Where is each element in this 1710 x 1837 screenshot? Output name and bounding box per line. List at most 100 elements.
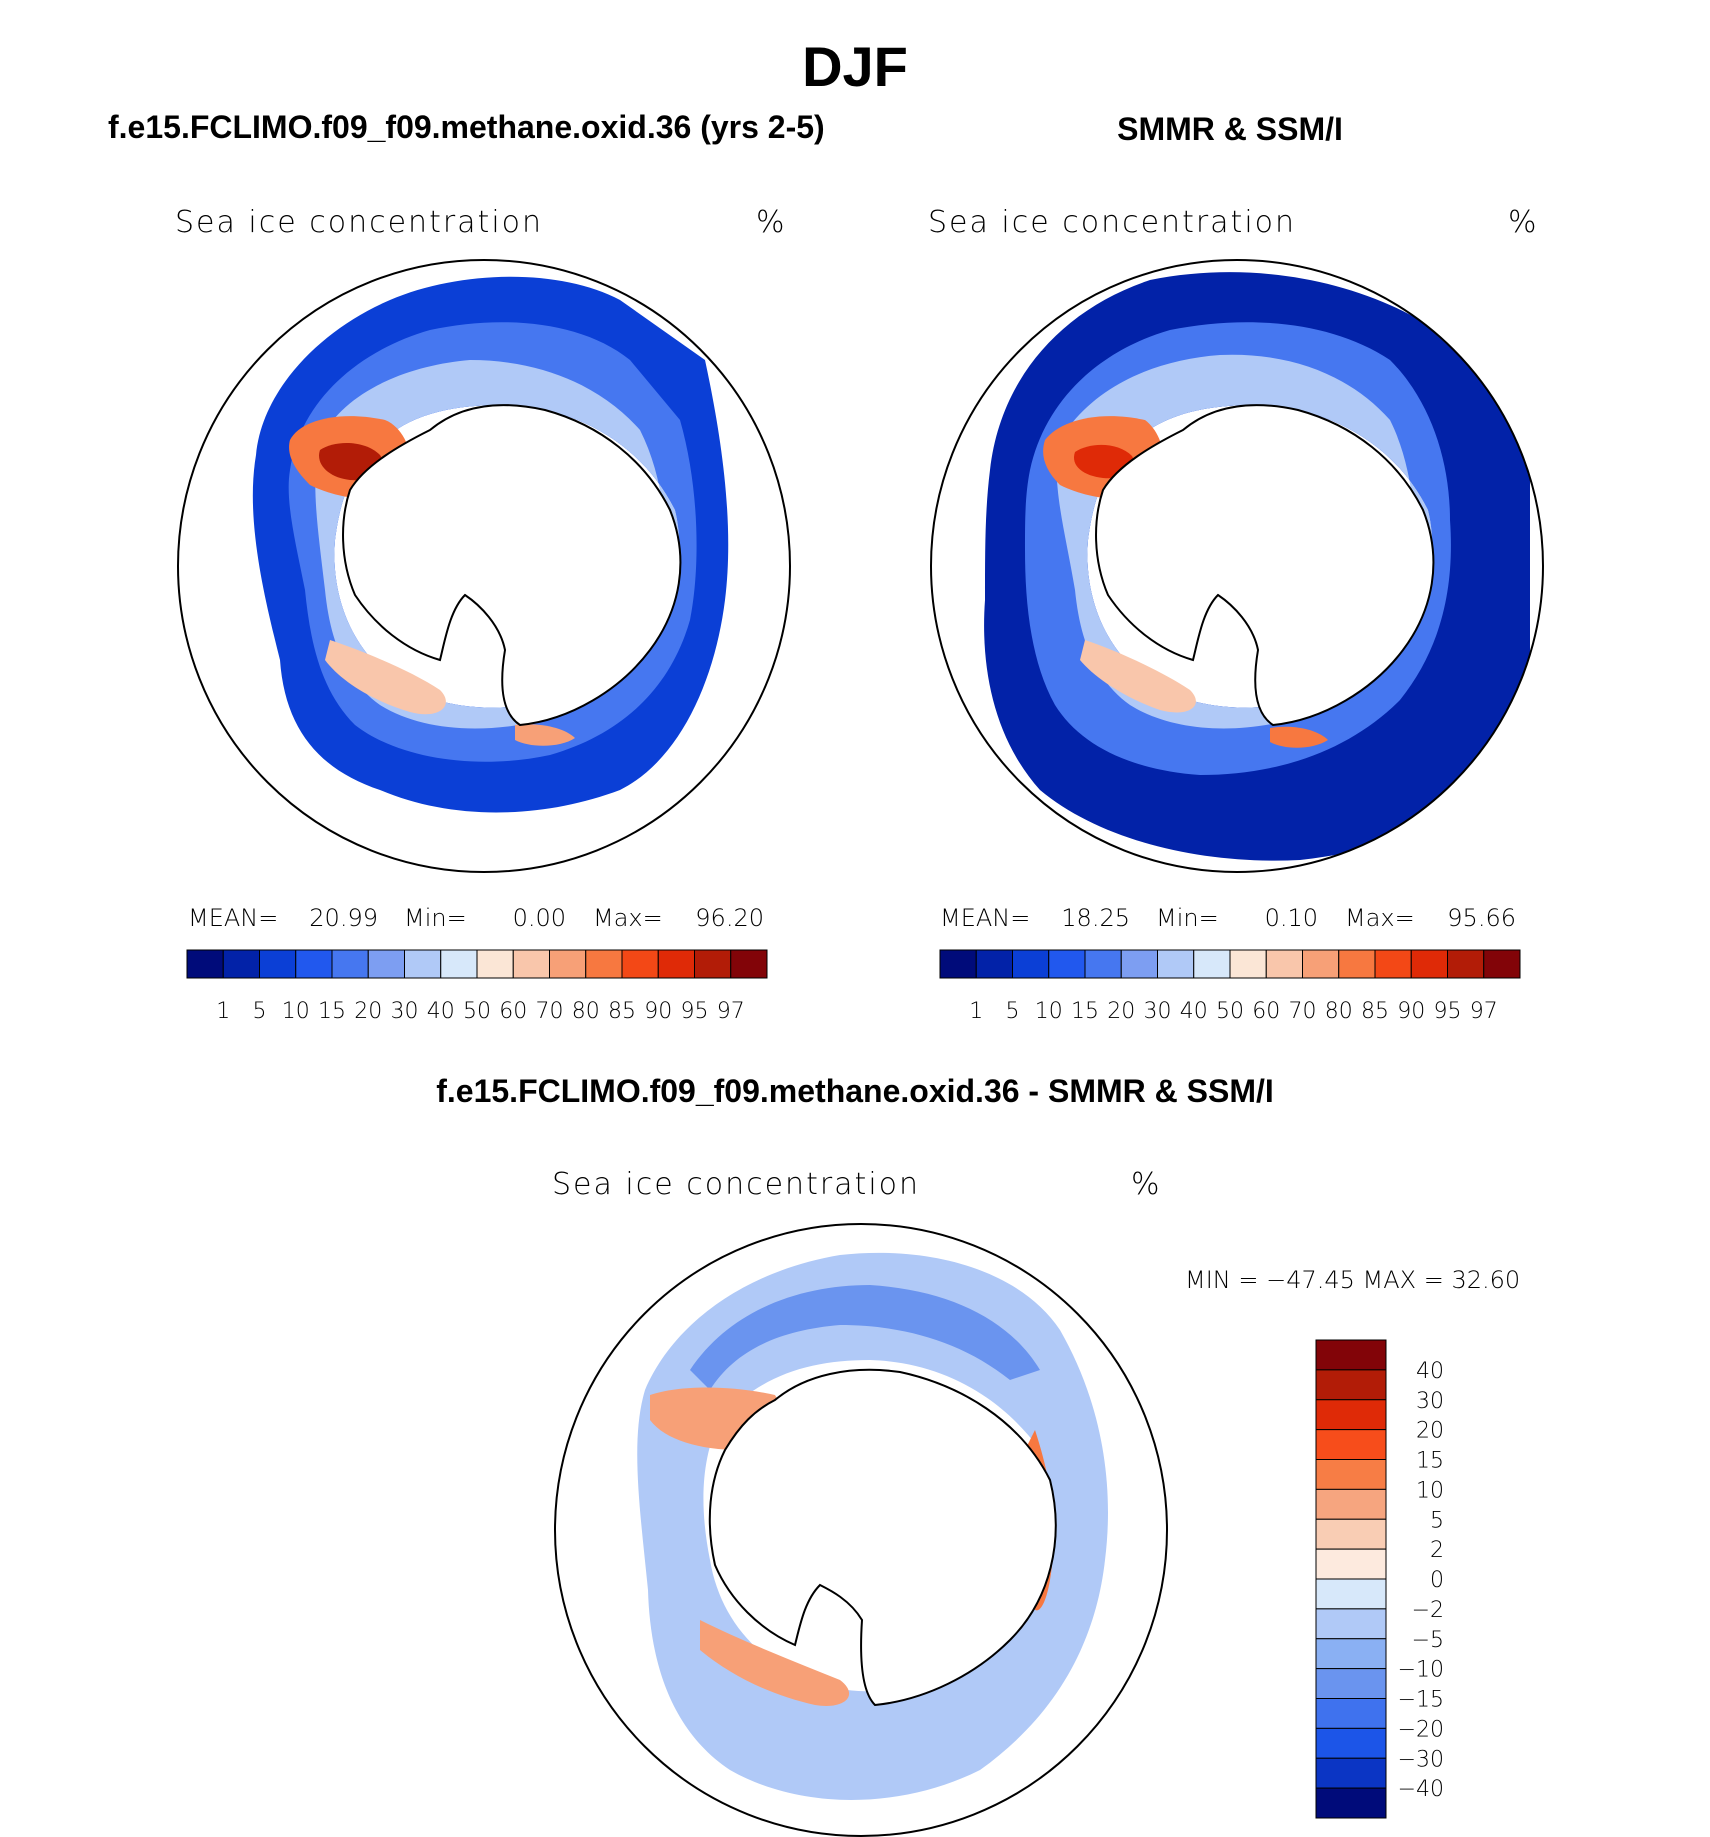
model-stats: MEAN= 20.99 Min= 0.00 Max= 96.20 bbox=[188, 904, 764, 932]
model-colorbar-swatch bbox=[440, 949, 478, 979]
model-mean-label: MEAN= bbox=[188, 904, 278, 932]
obs-colorbar-swatch bbox=[1302, 949, 1340, 979]
model-ross-high bbox=[325, 640, 446, 715]
diff-colorbar-swatch bbox=[1315, 1369, 1387, 1401]
model-colorbar-tick-label: 85 bbox=[608, 999, 636, 1024]
diff-colorbar-swatch bbox=[1315, 1668, 1387, 1699]
obs-colorbar-swatch bbox=[1338, 949, 1376, 979]
obs-colorbar-tick-label: 70 bbox=[1289, 999, 1317, 1024]
model-mean-value: 20.99 bbox=[309, 904, 378, 932]
model-colorbar-swatch bbox=[730, 949, 768, 979]
panel-diff-header: f.e15.FCLIMO.f09_f09.methane.oxid.36 - S… bbox=[436, 1073, 1274, 1109]
panel-model-units: % bbox=[756, 205, 785, 240]
diff-colorbar-tick-label: 5 bbox=[1430, 1508, 1444, 1533]
diff-colorbar-swatch bbox=[1315, 1518, 1387, 1550]
model-colorbar-swatch bbox=[512, 949, 550, 979]
obs-colorbar-swatch bbox=[1157, 949, 1195, 979]
diff-colorbar-tick-label: 20 bbox=[1416, 1419, 1444, 1444]
model-map bbox=[177, 259, 791, 873]
model-colorbar: 1 5 10 15 20 30 40 50 60 70 80 85 90 95 97 bbox=[186, 949, 768, 1024]
diff-colorbar-swatch bbox=[1315, 1608, 1387, 1640]
panel-obs-header: SMMR & SSM/I bbox=[1117, 111, 1343, 147]
model-antarctica bbox=[342, 404, 682, 727]
obs-map-border bbox=[930, 259, 1544, 873]
panel-obs-units: % bbox=[1508, 205, 1537, 240]
diff-colorbar-tick-label: 2 bbox=[1430, 1538, 1444, 1563]
model-colorbar-tick-label: 15 bbox=[318, 999, 346, 1024]
obs-colorbar: 1 5 10 15 20 30 40 50 60 70 80 85 90 95 97 bbox=[939, 949, 1521, 1024]
obs-colorbar-tick-label: 5 bbox=[1006, 999, 1020, 1024]
model-colorbar-swatch bbox=[295, 949, 333, 979]
obs-ross-high bbox=[1080, 640, 1196, 713]
obs-colorbar-swatch bbox=[1012, 949, 1050, 979]
model-colorbar-swatch bbox=[585, 949, 623, 979]
obs-colorbar-tick-label: 20 bbox=[1107, 999, 1135, 1024]
diff-colorbar-swatch bbox=[1315, 1757, 1387, 1789]
panel-diff-stats: MIN = −47.45 MAX = 32.60 bbox=[1185, 1266, 1520, 1294]
panel-obs-subtitle: Sea ice concentration bbox=[928, 205, 1296, 240]
diff-colorbar-swatch bbox=[1315, 1339, 1387, 1371]
obs-colorbar-tick-label: 40 bbox=[1180, 999, 1208, 1024]
obs-colorbar-swatch bbox=[1229, 949, 1267, 979]
diff-map bbox=[554, 1223, 1168, 1837]
obs-colorbar-tick-label: 1 bbox=[969, 999, 983, 1024]
obs-colorbar-swatch bbox=[1410, 949, 1448, 979]
model-colorbar-tick-label: 30 bbox=[391, 999, 419, 1024]
panel-model: f.e15.FCLIMO.f09_f09.methane.oxid.36 (yr… bbox=[108, 109, 825, 1024]
model-colorbar-tick-label: 90 bbox=[644, 999, 672, 1024]
diff-map-border bbox=[554, 1223, 1168, 1837]
panel-obs: SMMR & SSM/I Sea ice concentration % MEA… bbox=[928, 111, 1544, 1024]
obs-colorbar-tick-label: 30 bbox=[1144, 999, 1172, 1024]
obs-colorbar-swatch bbox=[1084, 949, 1122, 979]
obs-colorbar-tick-label: 85 bbox=[1361, 999, 1389, 1024]
model-colorbar-tick-label: 1 bbox=[216, 999, 230, 1024]
obs-colorbar-swatch bbox=[1374, 949, 1412, 979]
diff-colorbar-swatch bbox=[1315, 1548, 1387, 1580]
model-colorbar-swatch bbox=[259, 949, 297, 979]
obs-mean-value: 18.25 bbox=[1061, 904, 1130, 932]
diff-colorbar-swatch bbox=[1315, 1399, 1387, 1431]
panel-diff: f.e15.FCLIMO.f09_f09.methane.oxid.36 - S… bbox=[436, 1073, 1520, 1837]
diff-colorbar-swatch bbox=[1315, 1787, 1387, 1819]
main-title: DJF bbox=[802, 35, 908, 98]
model-colorbar-tick-label: 50 bbox=[463, 999, 491, 1024]
diff-colorbar-tick-label: −2 bbox=[1412, 1598, 1444, 1623]
diff-colorbar-tick-label: 30 bbox=[1416, 1389, 1444, 1414]
model-colorbar-tick-label: 95 bbox=[681, 999, 709, 1024]
model-colorbar-swatch bbox=[367, 949, 405, 979]
obs-colorbar-swatch bbox=[1193, 949, 1231, 979]
obs-colorbar-swatch bbox=[1120, 949, 1158, 979]
model-colorbar-tick-label: 97 bbox=[717, 999, 745, 1024]
diff-antarctica bbox=[708, 1368, 1057, 1707]
model-colorbar-swatch bbox=[621, 949, 659, 979]
obs-min-label: Min= bbox=[1156, 904, 1219, 932]
obs-colorbar-tick-label: 95 bbox=[1434, 999, 1462, 1024]
model-colorbar-swatch bbox=[404, 949, 442, 979]
obs-colorbar-tick-label: 60 bbox=[1252, 999, 1280, 1024]
obs-max-value: 95.66 bbox=[1447, 904, 1516, 932]
model-colorbar-swatch bbox=[331, 949, 369, 979]
obs-max-label: Max= bbox=[1345, 904, 1415, 932]
obs-colorbar-tick-label: 90 bbox=[1397, 999, 1425, 1024]
model-max-label: Max= bbox=[593, 904, 663, 932]
diff-colorbar-tick-label: 10 bbox=[1416, 1478, 1444, 1503]
model-colorbar-swatch bbox=[694, 949, 732, 979]
model-amundsen-high bbox=[515, 724, 575, 746]
model-colorbar-tick-label: 80 bbox=[572, 999, 600, 1024]
model-map-border bbox=[177, 259, 791, 873]
diff-colorbar-tick-label: 15 bbox=[1416, 1449, 1444, 1474]
obs-colorbar-swatch bbox=[975, 949, 1013, 979]
obs-antarctica bbox=[1095, 404, 1435, 727]
obs-map bbox=[930, 259, 1544, 873]
diff-colorbar-swatch bbox=[1315, 1698, 1387, 1729]
obs-amundsen-high bbox=[1270, 726, 1328, 748]
diff-colorbar-swatch bbox=[1315, 1459, 1387, 1490]
obs-colorbar-swatch bbox=[1483, 949, 1521, 979]
model-colorbar-tick-label: 20 bbox=[354, 999, 382, 1024]
obs-colorbar-tick-label: 15 bbox=[1071, 999, 1099, 1024]
obs-stats: MEAN= 18.25 Min= 0.10 Max= 95.66 bbox=[940, 904, 1516, 932]
diff-colorbar-tick-label: −20 bbox=[1398, 1717, 1444, 1742]
obs-colorbar-swatch bbox=[1265, 949, 1303, 979]
diff-colorbar-tick-label: −10 bbox=[1398, 1658, 1444, 1683]
